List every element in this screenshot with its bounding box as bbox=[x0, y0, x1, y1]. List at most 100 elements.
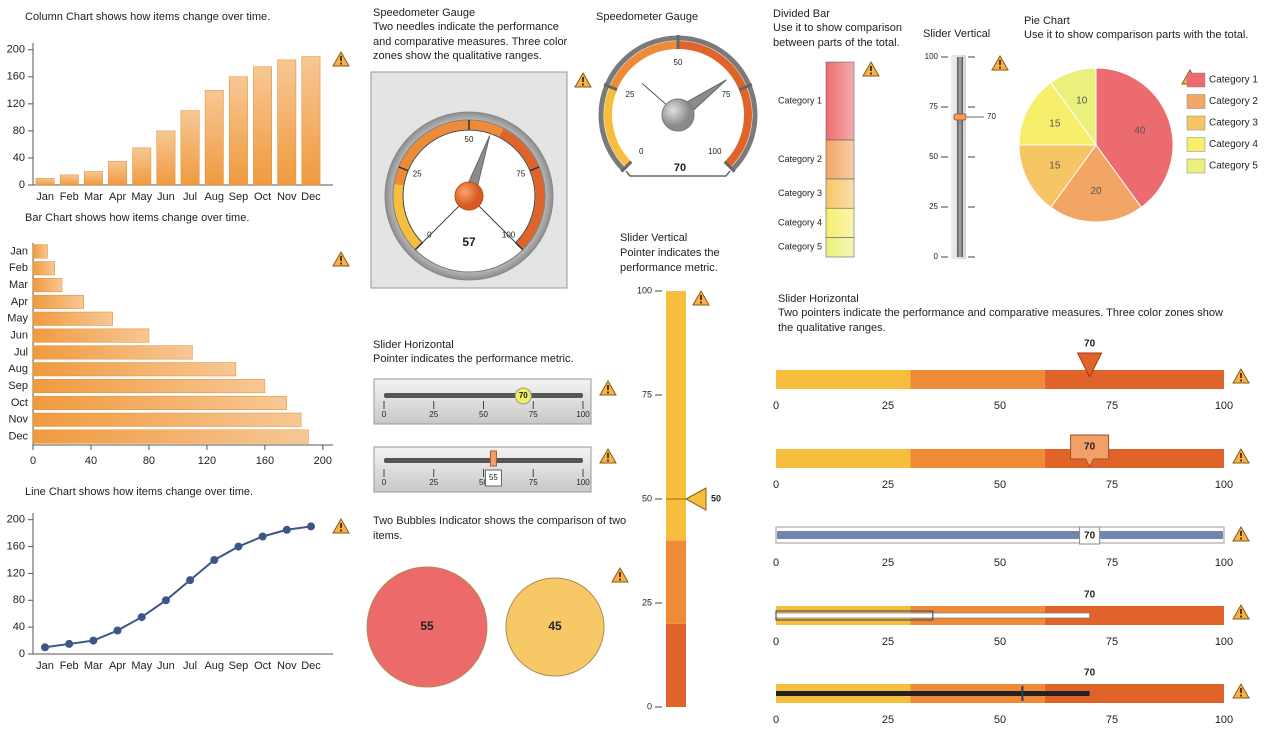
category-label: Category 4 bbox=[778, 217, 822, 227]
tick bbox=[414, 242, 423, 251]
tick-label: 50 bbox=[994, 636, 1006, 648]
category-label: Category 3 bbox=[778, 188, 822, 198]
chart-title: Speedometer Gauge bbox=[596, 11, 698, 23]
legend-swatch bbox=[1186, 72, 1206, 88]
warning-mark bbox=[619, 572, 621, 577]
bar-segment bbox=[825, 61, 855, 141]
bar bbox=[253, 66, 273, 186]
slider-groove bbox=[957, 57, 963, 257]
category-label: Category 5 bbox=[778, 242, 822, 252]
x-tick-label: Jan bbox=[36, 191, 54, 203]
x-tick-label: Sep bbox=[229, 660, 249, 672]
y-tick-label: May bbox=[7, 313, 28, 325]
warning-mark bbox=[340, 56, 342, 61]
y-tick-label: 40 bbox=[13, 152, 25, 164]
slider-zone bbox=[666, 623, 686, 707]
slider-track bbox=[384, 458, 583, 463]
bar-segment bbox=[825, 178, 855, 209]
tick-label: 100 bbox=[708, 147, 722, 156]
y-tick-label: Feb bbox=[9, 262, 28, 274]
gauge-hub bbox=[454, 181, 484, 211]
value-label: 70 bbox=[1084, 442, 1096, 453]
tick-label: 0 bbox=[773, 714, 779, 726]
value-label: 55 bbox=[489, 473, 498, 482]
warning-icon bbox=[611, 566, 629, 583]
x-tick-label: Feb bbox=[60, 660, 79, 672]
legend-label: Category 1 bbox=[1209, 75, 1258, 86]
warning-icon bbox=[1232, 367, 1250, 384]
point bbox=[282, 525, 291, 534]
tick-label: 100 bbox=[1215, 400, 1233, 412]
warning-dot bbox=[607, 459, 609, 462]
tick bbox=[620, 160, 633, 173]
category-label: Category 1 bbox=[778, 95, 822, 105]
value-label: 70 bbox=[1084, 531, 1096, 542]
slider-band bbox=[777, 531, 1223, 539]
tick-label: 75 bbox=[929, 102, 938, 111]
x-tick-label: Oct bbox=[254, 660, 271, 672]
slider-zone bbox=[910, 449, 1045, 468]
legend-label: Category 5 bbox=[1209, 161, 1258, 172]
gauge-zone bbox=[499, 128, 545, 250]
x-tick-label: 0 bbox=[30, 455, 36, 467]
warning-dot bbox=[1240, 537, 1242, 540]
warning-mark bbox=[1240, 688, 1242, 693]
tick-label: 25 bbox=[882, 479, 894, 491]
x-tick-label: Jan bbox=[36, 660, 54, 672]
bar-segment bbox=[825, 207, 855, 238]
y-tick-label: Oct bbox=[11, 397, 28, 409]
legend-swatch bbox=[1186, 137, 1206, 152]
slider-zone bbox=[666, 291, 686, 541]
y-tick-label: 0 bbox=[19, 648, 25, 660]
tick bbox=[723, 160, 736, 173]
bar bbox=[83, 171, 103, 186]
chart-title: Column Chart shows how items change over… bbox=[25, 11, 270, 23]
target-bar bbox=[775, 610, 934, 621]
warning-icon bbox=[1232, 682, 1250, 699]
description: Use it to show comparison parts with the… bbox=[1024, 29, 1249, 41]
y-tick-label: 160 bbox=[7, 71, 25, 83]
tick-label: 25 bbox=[429, 410, 438, 419]
tick-label: 100 bbox=[576, 478, 590, 487]
tick-label: 0 bbox=[773, 557, 779, 569]
slider-panel bbox=[373, 378, 592, 425]
warning-dot bbox=[870, 72, 872, 75]
warning-dot bbox=[1240, 379, 1242, 382]
slice-label: 15 bbox=[1049, 161, 1061, 172]
tick-label: 75 bbox=[1106, 636, 1118, 648]
tick-label: 50 bbox=[994, 479, 1006, 491]
value-label: 70 bbox=[674, 162, 686, 174]
bar bbox=[228, 76, 248, 186]
value-box bbox=[484, 469, 502, 487]
y-tick-label: Jun bbox=[10, 329, 28, 341]
warning-dot bbox=[1240, 615, 1242, 618]
bar bbox=[32, 261, 55, 276]
y-tick-label: Nov bbox=[8, 414, 28, 426]
chart-title: Bar Chart shows how items change over ti… bbox=[25, 212, 249, 224]
warning-mark bbox=[340, 256, 342, 261]
y-tick-label: Apr bbox=[11, 296, 28, 308]
tick-label: 75 bbox=[529, 410, 538, 419]
description: Use it to show comparison between parts … bbox=[773, 22, 902, 49]
x-tick-label: Jun bbox=[157, 660, 175, 672]
x-tick-label: Aug bbox=[204, 660, 224, 672]
value-label: 55 bbox=[420, 619, 434, 633]
value-label: 70 bbox=[1084, 590, 1096, 601]
bar bbox=[156, 130, 176, 186]
x-tick-label: Nov bbox=[277, 191, 297, 203]
tick bbox=[398, 166, 409, 172]
x-tick-label: May bbox=[131, 660, 152, 672]
bar bbox=[32, 244, 48, 259]
x-tick-label: 160 bbox=[256, 455, 274, 467]
bar-segment bbox=[825, 139, 855, 180]
line bbox=[44, 525, 312, 649]
y-tick-label: 80 bbox=[13, 594, 25, 606]
tick-label: 0 bbox=[647, 701, 652, 711]
warning-dot bbox=[1240, 459, 1242, 462]
chart-title: Speedometer Gauge bbox=[373, 7, 475, 19]
slider-panel bbox=[373, 446, 592, 493]
slider-pointer bbox=[953, 113, 967, 121]
warning-mark bbox=[607, 453, 609, 458]
tick-label: 25 bbox=[882, 557, 894, 569]
